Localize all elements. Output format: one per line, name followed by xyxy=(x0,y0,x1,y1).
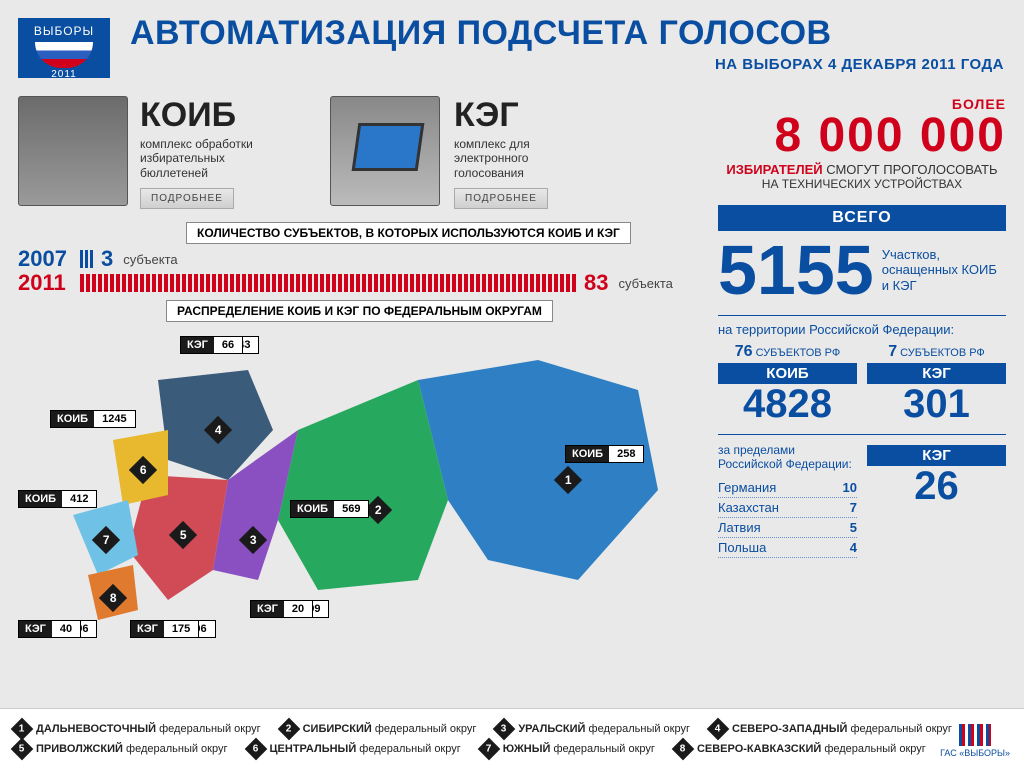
country-row: Казахстан7 xyxy=(718,498,857,518)
subjects-header: КОЛИЧЕСТВО СУБЪЕКТОВ, В КОТОРЫХ ИСПОЛЬЗУ… xyxy=(186,222,631,244)
keg-more-button[interactable]: ПОДРОБНЕЕ xyxy=(454,188,548,209)
right-panel: БОЛЕЕ 8 000 000 ИЗБИРАТЕЛЕЙ СМОГУТ ПРОГО… xyxy=(718,96,1006,558)
keg-name: КЭГ xyxy=(454,96,594,135)
keg-block: КЭГ комплекс для электронного голосовани… xyxy=(454,96,594,209)
eight-sub2: НА ТЕХНИЧЕСКИХ УСТРОЙСТВАХ xyxy=(718,177,1006,191)
count-2007: 3 xyxy=(101,246,113,272)
year-2007: 2007 xyxy=(18,246,72,272)
koib-device-image xyxy=(18,96,128,206)
footer-item: 8СЕВЕРО-КАВКАЗСКИЙ федеральный округ xyxy=(675,741,926,757)
unit-2007: субъекта xyxy=(123,252,177,267)
keg-desc: комплекс для электронного голосования xyxy=(454,137,594,180)
logo-flag-icon xyxy=(35,42,93,68)
elections-logo: ВЫБОРЫ 2011 xyxy=(18,18,110,78)
tag-region-1: КОИБ258 xyxy=(565,445,644,463)
footer-legend: 1ДАЛЬНЕВОСТОЧНЫЙ федеральный округ 2СИБИР… xyxy=(0,708,1024,768)
koib-name: КОИБ xyxy=(140,96,280,135)
gas-vybory-logo: ГАС «ВЫБОРЫ» xyxy=(940,724,1010,758)
footer-item: 4СЕВЕРО-ЗАПАДНЫЙ федеральный округ xyxy=(710,721,952,737)
tag-region-2: КОИБ569 xyxy=(290,500,369,518)
footer-item: 1ДАЛЬНЕВОСТОЧНЫЙ федеральный округ xyxy=(14,721,261,737)
bars-2007 xyxy=(80,250,93,268)
tag-region-7: КОИБ412 xyxy=(18,490,97,508)
koib-desc: комплекс обработки избирательных бюллете… xyxy=(140,137,280,180)
page-subtitle: НА ВЫБОРАХ 4 ДЕКАБРЯ 2011 ГОДА xyxy=(715,56,1004,73)
koib-box: 76 СУБЪЕКТОВ РФ КОИБ 4828 xyxy=(718,343,857,424)
country-row: Латвия5 xyxy=(718,518,857,538)
abroad-keg-box: КЭГ 26 xyxy=(867,443,1006,558)
footer-item: 3УРАЛЬСКИЙ федеральный округ xyxy=(496,721,690,737)
keg-box: 7 СУБЪЕКТОВ РФ КЭГ 301 xyxy=(867,343,1006,424)
count-2011: 83 xyxy=(584,270,608,296)
logo-text: ВЫБОРЫ xyxy=(18,24,110,38)
gas-icon xyxy=(959,724,991,746)
footer-item: 6ЦЕНТРАЛЬНЫЙ федеральный округ xyxy=(248,741,461,757)
vsego-number: 5155 xyxy=(718,235,874,305)
eight-sub: ИЗБИРАТЕЛЕЙ СМОГУТ ПРОГОЛОСОВАТЬ xyxy=(718,162,1006,177)
logo-year: 2011 xyxy=(18,69,110,80)
page-title: АВТОМАТИЗАЦИЯ ПОДСЧЕТА ГОЛОСОВ xyxy=(130,14,832,53)
vsego-header: ВСЕГО xyxy=(718,205,1006,231)
row-2007: 2007 3 субъекта xyxy=(18,246,178,272)
unit-2011: субъекта xyxy=(618,276,672,291)
country-row: Германия10 xyxy=(718,478,857,498)
year-2011: 2011 xyxy=(18,270,72,296)
map-header: РАСПРЕДЕЛЕНИЕ КОИБ И КЭГ ПО ФЕДЕРАЛЬНЫМ … xyxy=(166,300,553,322)
keg-device-image xyxy=(330,96,440,206)
footer-item: 5ПРИВОЛЖСКИЙ федеральный округ xyxy=(14,741,228,757)
bars-2011 xyxy=(80,274,576,292)
region-1 xyxy=(418,360,658,580)
koib-more-button[interactable]: ПОДРОБНЕЕ xyxy=(140,188,234,209)
vsego-desc: Участков, оснащенных КОИБ и КЭГ xyxy=(882,247,1006,294)
koib-block: КОИБ комплекс обработки избирательных бю… xyxy=(140,96,280,209)
country-row: Польша4 xyxy=(718,538,857,558)
footer-item: 2СИБИРСКИЙ федеральный округ xyxy=(281,721,477,737)
territory-label: на территории Российской Федерации: xyxy=(718,315,1006,337)
tag-region-6: КОИБ1245 xyxy=(50,410,136,428)
eight-million: 8 000 000 xyxy=(718,112,1006,160)
footer-item: 7ЮЖНЫЙ федеральный округ xyxy=(481,741,655,757)
abroad-title: за пределами Российской Федерации: xyxy=(718,443,857,472)
region-2 xyxy=(278,380,448,590)
abroad-countries: за пределами Российской Федерации: Герма… xyxy=(718,443,857,558)
row-2011: 2011 83 субъекта xyxy=(18,270,673,296)
